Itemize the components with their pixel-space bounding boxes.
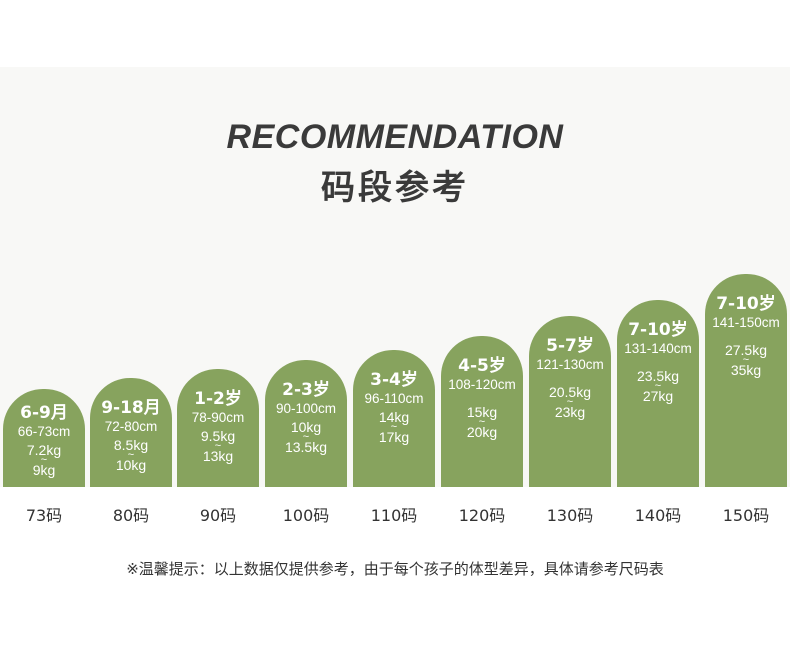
size-label-2: 90码 [199, 506, 237, 525]
height-range: 72-80cm [104, 418, 158, 434]
age-label: 4-5岁 [458, 356, 506, 376]
height-range: 78-90cm [191, 410, 245, 425]
weight-max: 17kg [378, 429, 410, 445]
size-label-0: 73码 [25, 506, 63, 525]
height-range: 131-140cm [624, 341, 692, 356]
title-english: RECOMMENDATION [226, 118, 564, 156]
size-label-1: 80码 [112, 506, 150, 525]
height-range: 66-73cm [17, 424, 71, 439]
weight-min: 10kg [290, 419, 322, 435]
weight-max: 20kg [466, 424, 498, 440]
weight-separator: ~ [742, 357, 750, 363]
weight-max: 10kg [115, 456, 147, 473]
size-label-5: 120码 [458, 506, 506, 525]
weight-min: 14kg [378, 409, 410, 425]
age-label: 5-7岁 [546, 336, 594, 356]
weight-separator: ~ [40, 457, 48, 463]
weight-max: 13kg [202, 448, 234, 464]
weight-max: 13.5kg [284, 439, 328, 455]
weight-max: 23kg [554, 404, 586, 420]
weight-separator: ~ [478, 419, 486, 425]
height-range: 96-110cm [364, 391, 424, 406]
size-column-2: 1-2岁 78-90cm 9.5kg ~13kg [177, 369, 259, 487]
age-label: 9-18月 [101, 397, 161, 418]
size-column-3: 2-3岁 90-100cm 10kg ~13.5kg [265, 360, 347, 487]
size-column-4: 3-4岁 96-110cm 14kg ~17kg [353, 350, 435, 487]
age-label: 7-10岁 [628, 320, 688, 340]
weight-min: 23.5kg [636, 368, 680, 384]
weight-min: 27.5kg [724, 342, 768, 358]
age-label: 7-10岁 [716, 294, 776, 314]
size-label-4: 110码 [370, 506, 418, 525]
age-label: 6-9月 [20, 403, 68, 423]
weight-min: 8.5kg [113, 436, 149, 453]
size-label-8: 150码 [722, 506, 770, 525]
size-column-1: 9-18月 72-80cm 8.5kg ~10kg [90, 378, 172, 487]
weight-separator: ~ [566, 399, 574, 405]
size-column-5: 4-5岁 108-120cm 15kg ~20kg [441, 336, 523, 487]
size-column-0: 6-9月 66-73cm 7.2kg ~9kg [3, 389, 85, 487]
size-label-6: 130码 [546, 506, 594, 525]
weight-min: 15kg [466, 404, 498, 420]
height-range: 108-120cm [448, 377, 516, 392]
weight-min: 9.5kg [200, 428, 236, 444]
weight-min: 7.2kg [26, 442, 62, 458]
size-column-6: 5-7岁 121-130cm 20.5kg ~23kg [529, 316, 611, 487]
age-label: 2-3岁 [282, 380, 330, 400]
age-label: 1-2岁 [194, 389, 242, 409]
age-label: 3-4岁 [370, 370, 418, 390]
weight-separator: ~ [214, 443, 222, 449]
size-column-7: 7-10岁 131-140cm 23.5kg ~27kg [617, 300, 699, 487]
weight-separator: ~ [390, 424, 398, 430]
height-range: 121-130cm [536, 357, 604, 372]
weight-max: 35kg [730, 362, 762, 378]
size-label-7: 140码 [634, 506, 682, 525]
size-label-3: 100码 [282, 506, 330, 525]
height-range: 141-150cm [712, 315, 780, 330]
weight-separator: ~ [302, 434, 310, 440]
weight-max: 9kg [32, 462, 56, 478]
weight-separator: ~ [654, 383, 662, 389]
size-column-8: 7-10岁 141-150cm 27.5kg ~35kg [705, 274, 787, 487]
weight-max: 27kg [642, 388, 674, 404]
weight-separator: ~ [127, 451, 135, 458]
height-range: 90-100cm [275, 401, 337, 416]
title-chinese: 码段参考 [321, 168, 469, 208]
weight-min: 20.5kg [548, 384, 592, 400]
footer-note: ※温馨提示：以上数据仅提供参考，由于每个孩子的体型差异，具体请参考尺码表 [126, 560, 664, 578]
